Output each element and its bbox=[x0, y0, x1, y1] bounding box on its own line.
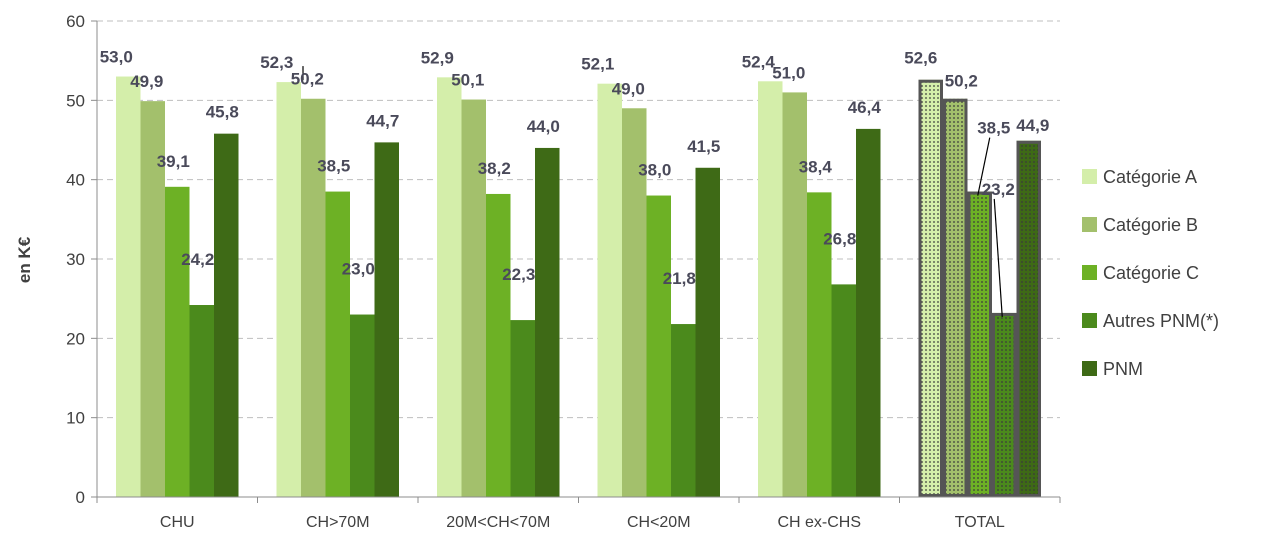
legend: Catégorie A Catégorie B Catégorie C Autres … bbox=[1082, 167, 1219, 379]
data-label: 49,9 bbox=[130, 72, 163, 91]
data-label: 52,4 bbox=[742, 52, 776, 71]
y-tick-label: 30 bbox=[66, 250, 85, 269]
bar bbox=[597, 83, 622, 497]
category-label: CH>70M bbox=[306, 514, 370, 531]
bar-pattern bbox=[1016, 140, 1041, 497]
y-tick-label: 20 bbox=[66, 329, 85, 348]
data-label: 52,9 bbox=[421, 48, 454, 67]
data-label: 50,1 bbox=[451, 71, 484, 90]
legend-swatch bbox=[1082, 169, 1097, 184]
bar-pattern bbox=[918, 79, 943, 497]
category-label: TOTAL bbox=[955, 514, 1005, 531]
data-label: 44,9 bbox=[1016, 116, 1049, 135]
data-label: 50,2 bbox=[945, 72, 978, 91]
leader-line bbox=[977, 137, 991, 196]
data-label: 39,1 bbox=[157, 152, 190, 171]
bar bbox=[758, 81, 783, 497]
bar-layer bbox=[116, 76, 1041, 498]
bar bbox=[301, 98, 326, 497]
data-label: 49,0 bbox=[612, 79, 645, 98]
y-tick-label: 60 bbox=[66, 12, 85, 31]
data-label: 26,8 bbox=[823, 229, 856, 248]
data-label: 22,3 bbox=[502, 265, 535, 284]
category-label: CH ex-CHS bbox=[777, 514, 861, 531]
bar bbox=[461, 99, 486, 497]
bar bbox=[276, 82, 301, 497]
y-tick-label: 40 bbox=[66, 171, 85, 190]
legend-label: Catégorie C bbox=[1103, 263, 1199, 283]
y-axis-title: en K€ bbox=[15, 236, 34, 283]
category-label: CHU bbox=[160, 514, 195, 531]
bar bbox=[374, 142, 399, 497]
bar bbox=[486, 193, 511, 498]
legend-label: Catégorie A bbox=[1103, 167, 1197, 187]
bar-outline bbox=[943, 98, 968, 497]
legend-swatch bbox=[1082, 265, 1097, 280]
bar bbox=[782, 92, 807, 498]
data-label: 44,7 bbox=[366, 111, 399, 130]
y-tick-label: 0 bbox=[76, 488, 85, 507]
data-label: 52,1 bbox=[581, 55, 614, 74]
bar bbox=[165, 186, 190, 497]
bar bbox=[189, 305, 214, 497]
bar bbox=[214, 133, 239, 498]
data-label: 41,5 bbox=[687, 137, 720, 156]
y-tick-label: 10 bbox=[66, 409, 85, 428]
bar bbox=[695, 167, 720, 497]
data-label: 23,0 bbox=[342, 260, 375, 279]
bar bbox=[510, 320, 535, 497]
legend-label: PNM bbox=[1103, 359, 1143, 379]
y-tick-label: 50 bbox=[66, 91, 85, 110]
category-label: CH<20M bbox=[627, 514, 691, 531]
legend-swatch bbox=[1082, 313, 1097, 328]
bar bbox=[807, 192, 832, 498]
leader-line bbox=[993, 198, 1003, 317]
bar bbox=[325, 191, 350, 498]
data-label: 38,2 bbox=[478, 159, 511, 178]
bar-pattern bbox=[967, 191, 992, 498]
legend-label: Catégorie B bbox=[1103, 215, 1198, 235]
data-label: 38,4 bbox=[799, 157, 833, 176]
bar-outline bbox=[918, 79, 943, 497]
bar-outline bbox=[967, 191, 992, 497]
data-label: 44,0 bbox=[527, 117, 560, 136]
bar bbox=[350, 314, 375, 497]
data-label: 38,5 bbox=[977, 119, 1010, 138]
legend-label: Autres PNM(*) bbox=[1103, 311, 1219, 331]
data-label: 21,8 bbox=[663, 269, 696, 288]
data-label: 45,8 bbox=[206, 103, 239, 122]
bar bbox=[116, 76, 141, 498]
bar bbox=[831, 284, 856, 497]
bar bbox=[140, 101, 165, 498]
bar bbox=[646, 195, 671, 498]
axis-layer: 0 10 20 30 40 50 60 CHU CH>70M 20M<CH<70M CH<20M CH… bbox=[66, 12, 1061, 531]
bar-pattern bbox=[992, 312, 1017, 497]
bar-outline bbox=[992, 312, 1017, 497]
data-label: 38,5 bbox=[317, 157, 350, 176]
data-label: 50,2 bbox=[291, 70, 324, 89]
bar bbox=[671, 324, 696, 497]
data-label: 24,2 bbox=[181, 250, 214, 269]
data-label: 23,2 bbox=[982, 180, 1015, 199]
legend-swatch bbox=[1082, 361, 1097, 376]
data-label: 46,4 bbox=[848, 98, 882, 117]
legend-swatch bbox=[1082, 217, 1097, 232]
bar bbox=[622, 108, 647, 498]
bar bbox=[535, 147, 560, 497]
data-label: 52,6 bbox=[904, 49, 937, 68]
label-layer: 53,049,939,124,245,852,350,238,523,044,7… bbox=[100, 48, 1049, 317]
data-label: 51,0 bbox=[772, 63, 805, 82]
bar bbox=[856, 128, 881, 498]
category-label: 20M<CH<70M bbox=[446, 514, 550, 531]
data-label: 38,0 bbox=[638, 161, 671, 180]
grid-layer bbox=[97, 20, 1060, 419]
data-label: 52,3 bbox=[260, 53, 293, 72]
bar-pattern bbox=[943, 98, 968, 497]
bar bbox=[437, 77, 462, 498]
bar-outline bbox=[1016, 140, 1041, 497]
data-label: 53,0 bbox=[100, 48, 133, 67]
